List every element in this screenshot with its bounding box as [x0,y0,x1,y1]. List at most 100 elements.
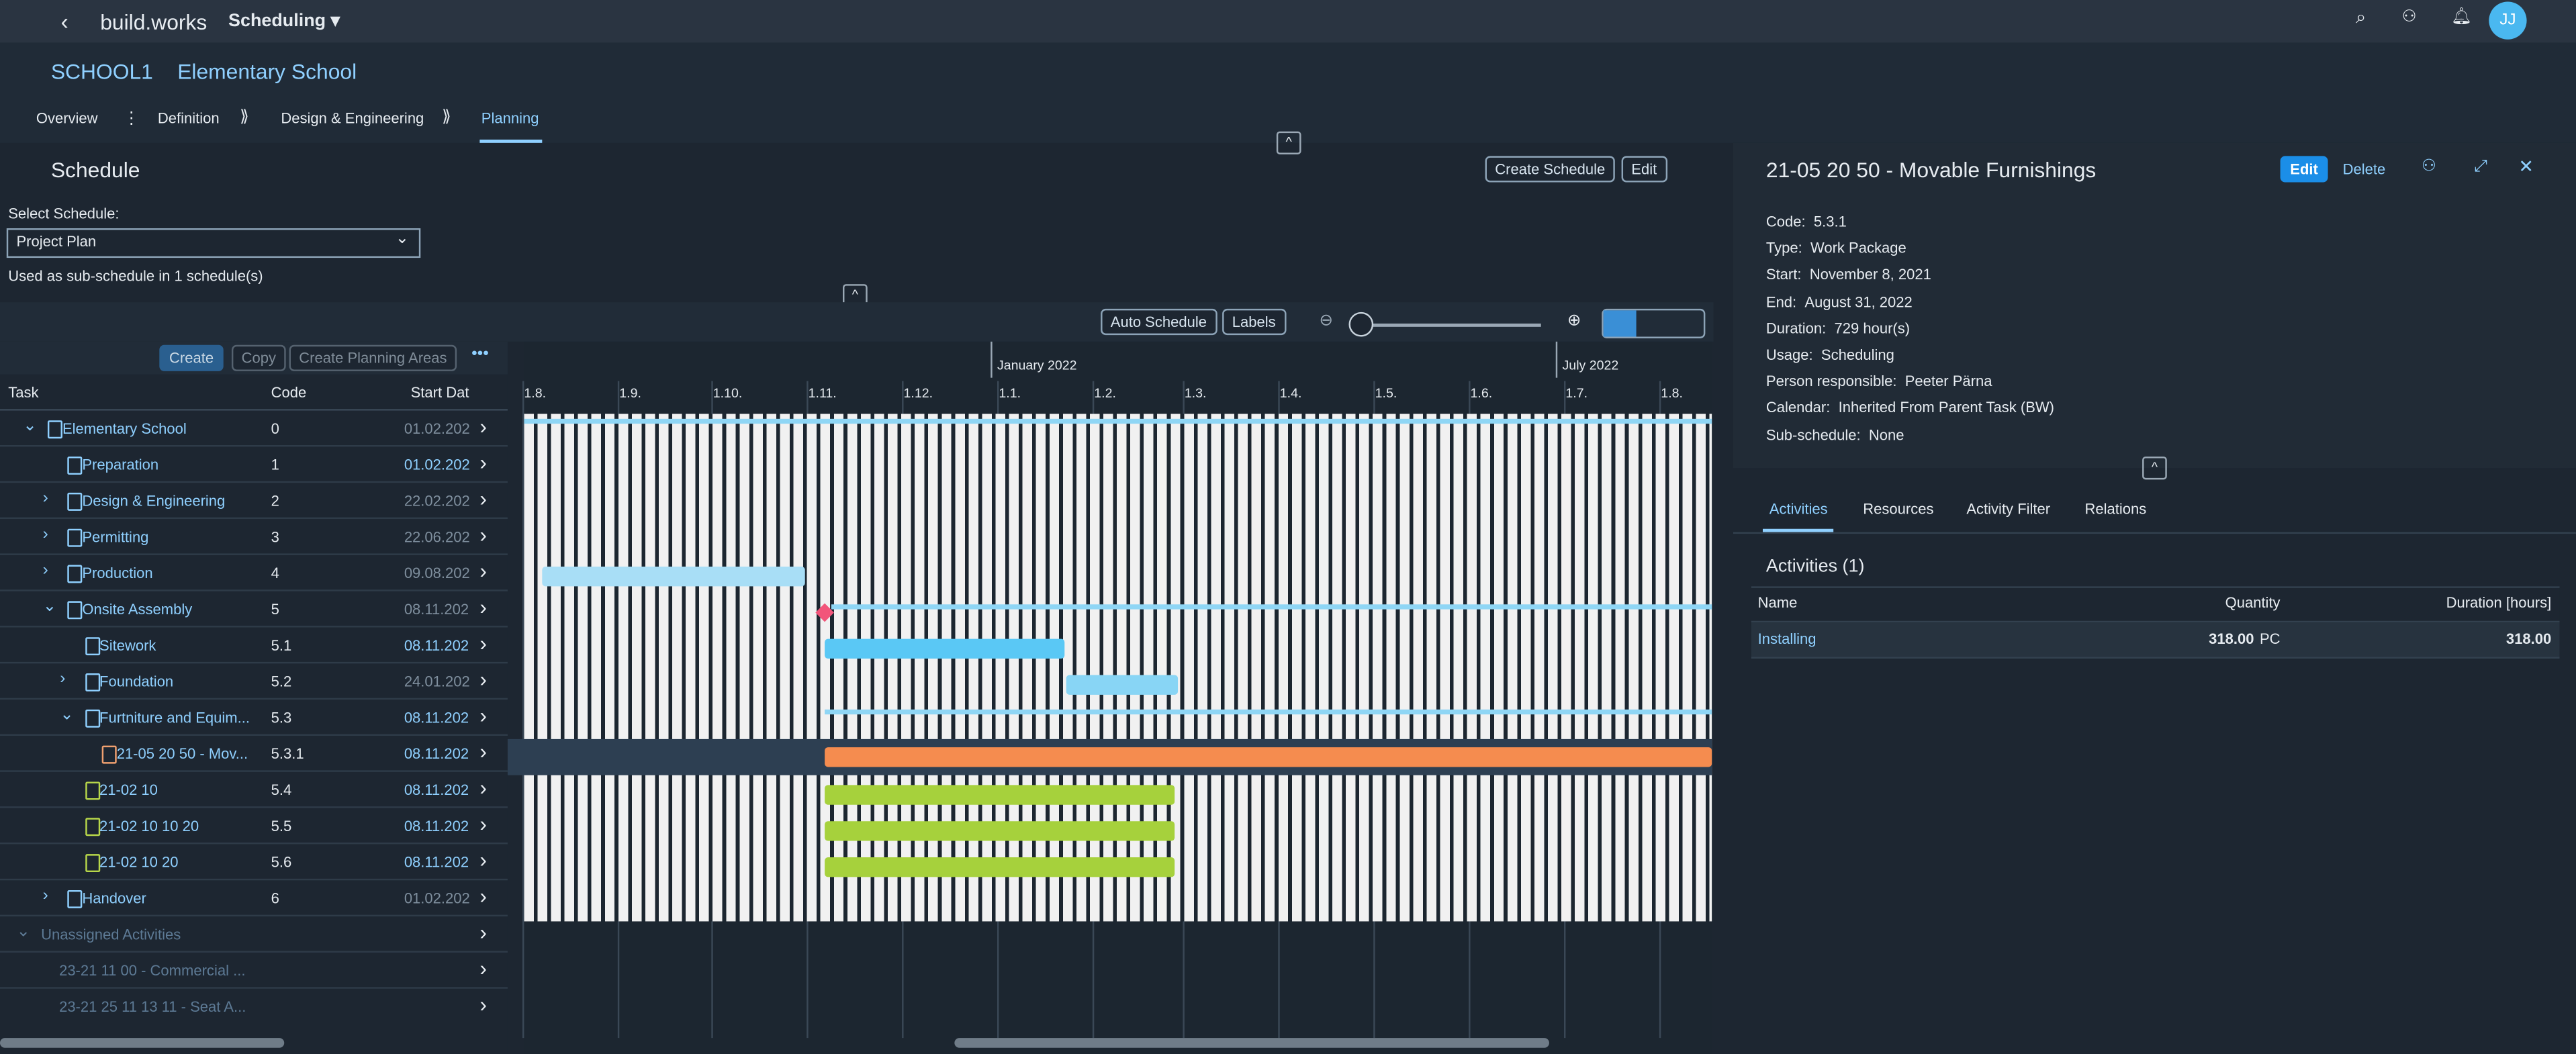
task-name[interactable]: Permitting [82,528,149,546]
task-icon [47,420,62,439]
more-button[interactable]: ••• [471,344,489,363]
people-icon[interactable]: ⚇ [2401,8,2417,27]
tab[interactable]: Definition [157,109,220,127]
row-nav[interactable]: › [479,703,487,728]
close-icon[interactable]: ✕ [2518,157,2534,178]
detail-field: End: August 31, 2022 [1766,293,1913,309]
create-button[interactable]: Create [159,344,224,371]
row-nav[interactable]: › [479,667,487,691]
expand-toggle[interactable]: › [42,525,48,544]
row-nav[interactable]: › [479,558,487,583]
row-nav[interactable]: › [479,919,487,945]
expand-toggle[interactable]: ⌄ [23,417,37,436]
row-nav[interactable]: › [479,486,487,511]
expand-toggle[interactable]: › [60,670,66,689]
activity-name[interactable]: Installing [1757,630,1816,647]
task-name[interactable]: 21-02 10 10 20 [99,818,199,834]
task-name[interactable]: Preparation [82,457,159,473]
task-name[interactable]: 21-02 10 20 [99,854,179,871]
row-nav[interactable]: › [479,630,487,656]
column-header: Duration [hours] [2446,594,2552,612]
field-label: Duration: [1765,320,1827,337]
view-toggle[interactable] [1602,308,1706,338]
avatar[interactable]: JJ [2489,1,2527,40]
row-nav[interactable]: › [479,450,487,475]
detail-tab[interactable]: Relations [2084,501,2147,518]
unassigned-title: Unassigned Activities [41,926,181,943]
table-scrollbar[interactable] [0,1038,285,1048]
task-name[interactable]: Furtniture and Equim... [99,709,250,726]
gantt-scrollbar[interactable] [954,1038,1549,1048]
task-start: 08.11.202 [404,601,469,618]
field-value: November 8, 2021 [1809,267,1931,283]
task-code: 6 [271,890,279,907]
collapse-detail[interactable]: ^ [2142,457,2167,480]
task-name[interactable]: Foundation [99,673,174,690]
row-nav[interactable]: › [479,811,487,836]
detail-tab[interactable]: Resources [1863,501,1934,518]
task-name[interactable]: 21-05 20 50 - Mov... [116,745,248,763]
zoom-out[interactable]: ⊖ [1319,312,1333,330]
schedule-selected: Project Plan [16,233,97,250]
create-schedule-button[interactable]: Create Schedule [1485,156,1615,183]
row-nav[interactable]: › [479,414,487,439]
unassigned-item[interactable]: 23-21 11 00 - Commercial ... [59,962,246,979]
detail-delete-button[interactable]: Delete [2342,160,2386,178]
task-icon [67,890,83,908]
tab[interactable]: Planning [481,109,539,127]
schedule-select[interactable]: Project Plan ⌄ [6,228,421,258]
copy-button[interactable]: Copy [231,344,286,371]
fullscreen-icon[interactable]: ⤢ [2474,157,2487,176]
selected-task-bar [825,747,1712,767]
task-name[interactable]: Elementary School [62,420,187,437]
detail-field: Type: Work Package [1766,240,1906,256]
tab[interactable]: Overview [36,109,98,127]
task-name[interactable]: 21-02 10 [99,781,158,798]
labels-button[interactable]: Labels [1222,308,1286,336]
unassigned-item[interactable]: 23-21 25 11 13 11 - Seat A... [59,998,246,1015]
tab[interactable]: Design & Engineering [281,109,424,127]
row-nav[interactable]: › [479,775,487,800]
row-border [0,553,508,555]
detail-tab[interactable]: Activity Filter [1966,501,2051,518]
expand-toggle[interactable]: ⌄ [60,706,74,724]
row-nav[interactable]: › [479,955,487,981]
detail-edit-button[interactable]: Edit [2280,156,2328,183]
row-nav[interactable]: › [479,883,487,908]
detail-icon[interactable]: ⚇ [2421,157,2436,176]
search-icon[interactable]: ⌕ [2356,8,2366,28]
task-code: 5.3.1 [271,745,304,763]
expand-toggle[interactable]: ⌄ [42,597,57,616]
sub-schedule-note: Used as sub-schedule in 1 schedule(s) [8,267,263,285]
task-name[interactable]: Design & Engineering [82,492,226,510]
edit-schedule-button[interactable]: Edit [1621,156,1667,183]
row-nav[interactable]: › [479,738,487,764]
row-nav[interactable]: › [479,522,487,547]
tab-arrow: ⟫ [240,108,249,127]
planning-areas-button[interactable]: Create Planning Areas [289,344,457,371]
back-button[interactable]: ‹ [60,8,68,35]
field-value: Scheduling [1821,346,1894,363]
app-menu[interactable]: Scheduling ▾ [228,11,340,32]
task-name[interactable]: Handover [82,890,146,907]
task-icon [84,781,100,800]
expand-toggle[interactable]: › [42,561,48,580]
tab-arrow: ⟫ [442,108,451,127]
task-name[interactable]: Sitework [99,637,156,654]
task-name[interactable]: Production [82,565,153,582]
row-nav[interactable]: › [479,992,487,1017]
row-nav[interactable]: › [479,847,487,873]
expand-toggle[interactable]: › [42,887,48,905]
expand-toggle[interactable]: ⌄ [16,922,30,941]
detail-tab[interactable]: Activities [1769,501,1828,518]
column-header: Start Dat [410,384,469,401]
auto-schedule-button[interactable]: Auto Schedule [1101,308,1217,336]
task-name[interactable]: Onsite Assembly [82,601,193,618]
row-nav[interactable]: › [479,594,487,620]
zoom-in[interactable]: ⊕ [1567,312,1581,330]
zoom-knob[interactable] [1348,312,1374,337]
bell-icon[interactable]: 🔔︎ [2451,8,2473,27]
expand-toggle[interactable]: › [42,489,48,508]
collapse-header[interactable]: ^ [1276,131,1301,154]
